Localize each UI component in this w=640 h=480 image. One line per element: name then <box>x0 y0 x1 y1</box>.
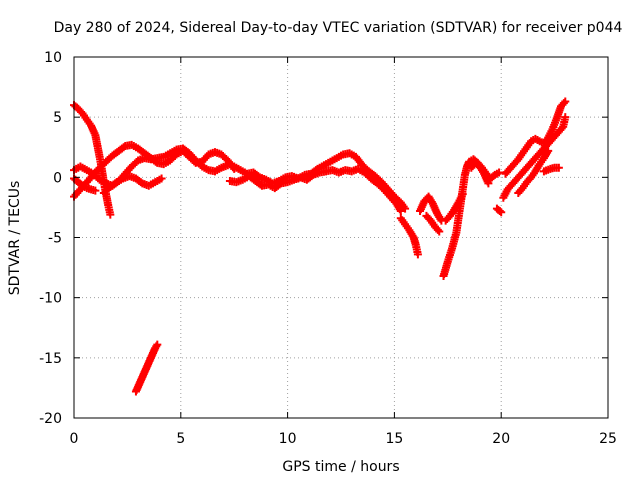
y-tick-label: 0 <box>53 170 62 186</box>
data-point <box>106 210 115 219</box>
data-series-track-h <box>396 214 422 259</box>
y-tick-label: 5 <box>53 110 62 126</box>
y-tick-label: -5 <box>48 231 62 247</box>
data-point <box>557 124 566 133</box>
data-point <box>458 190 467 199</box>
x-tick-label: 25 <box>599 431 617 447</box>
data-series-track-i <box>416 192 446 225</box>
x-tick-label: 5 <box>176 431 185 447</box>
x-axis-label: GPS time / hours <box>282 459 399 475</box>
data-series-track-c <box>70 144 232 190</box>
data-series-track-p <box>501 97 570 178</box>
y-tick-label: 10 <box>44 50 62 66</box>
x-tick-label: 10 <box>279 431 297 447</box>
chart-title: Day 280 of 2024, Sidereal Day-to-day VTE… <box>54 20 623 36</box>
data-series-track-r <box>539 163 563 176</box>
data-point <box>561 113 570 122</box>
x-tick-label: 20 <box>492 431 510 447</box>
data-point <box>91 186 100 195</box>
data-point <box>119 143 128 152</box>
y-tick-label: -15 <box>39 351 62 367</box>
data-series-track-d <box>99 172 166 197</box>
data-series-track-o <box>499 113 570 202</box>
x-tick-label: 0 <box>70 431 79 447</box>
data-point <box>484 179 493 188</box>
data-series-track-s <box>131 340 162 396</box>
data-point <box>275 180 284 189</box>
y-tick-label: -20 <box>39 411 62 427</box>
axis-ticks: 0 5 10 15 20 25 10 5 0 -5 -10 -15 -20 <box>39 50 617 447</box>
data-point <box>559 99 568 108</box>
y-axis-label: SDTVAR / TECUs <box>7 181 23 296</box>
data-series-track-e <box>70 174 100 195</box>
data-point <box>433 225 442 234</box>
y-tick-label: -10 <box>39 291 62 307</box>
data-markers <box>70 97 570 396</box>
data-point <box>435 227 444 236</box>
data-point <box>554 163 563 172</box>
data-point <box>495 207 504 216</box>
data-point <box>396 207 405 216</box>
data-series-track-n <box>492 204 506 217</box>
data-series-track-l <box>441 190 467 225</box>
data-point <box>561 97 570 106</box>
data-point <box>223 161 232 170</box>
data-point <box>157 174 166 183</box>
grid-lines <box>74 57 608 418</box>
data-point <box>495 168 504 177</box>
data-point <box>544 146 553 155</box>
data-series-track-q <box>514 146 553 197</box>
data-point <box>413 250 422 259</box>
data-point <box>153 340 162 349</box>
x-tick-label: 15 <box>385 431 403 447</box>
data-series-track-j <box>422 211 444 236</box>
data-series-track-g <box>225 164 405 216</box>
data-series-track-m <box>467 158 493 188</box>
data-point <box>497 208 506 217</box>
